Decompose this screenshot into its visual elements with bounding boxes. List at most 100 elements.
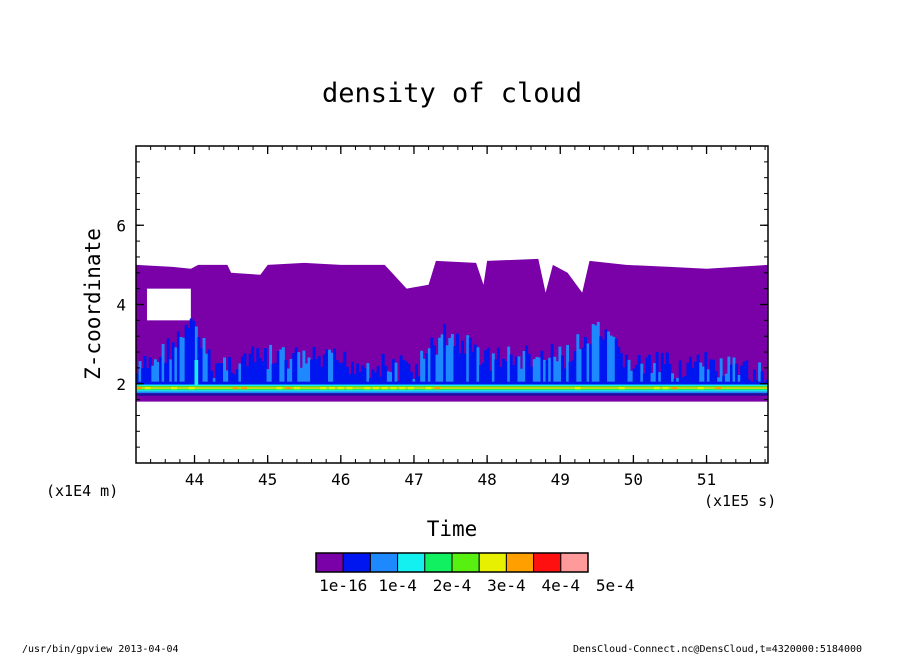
density-column <box>258 357 262 382</box>
density-column <box>642 373 646 382</box>
density-column <box>473 344 477 382</box>
density-hotspot <box>276 386 283 390</box>
colorbar-frame <box>315 552 589 573</box>
density-column <box>200 348 203 382</box>
density-column <box>394 362 398 382</box>
density-column <box>589 344 593 382</box>
density-column <box>463 353 467 382</box>
density-column <box>517 356 521 382</box>
density-column <box>520 368 523 382</box>
density-column <box>673 378 677 382</box>
density-column <box>294 347 298 382</box>
density-column <box>422 358 426 382</box>
density-hotspot <box>320 386 327 390</box>
density-hotspot <box>364 386 371 390</box>
density-column <box>287 368 290 382</box>
density-column <box>164 363 168 382</box>
density-column <box>456 333 459 382</box>
density-column <box>650 373 654 382</box>
density-hotspot <box>715 386 722 390</box>
density-column <box>612 336 616 382</box>
density-column <box>440 334 444 382</box>
density-column <box>630 370 634 382</box>
density-column <box>640 363 644 382</box>
density-column <box>609 335 613 382</box>
density-column <box>765 379 768 382</box>
density-column <box>220 363 224 382</box>
density-hotspot <box>434 386 441 390</box>
density-column <box>714 371 718 382</box>
density-column <box>374 372 378 382</box>
density-hotspot <box>697 386 704 390</box>
density-column <box>555 361 559 382</box>
x-tick-label: 44 <box>185 470 204 489</box>
density-column <box>484 350 488 382</box>
density-column <box>169 359 173 382</box>
density-column <box>210 370 214 382</box>
density-column <box>543 359 546 382</box>
density-column <box>550 344 554 382</box>
density-column <box>668 363 672 382</box>
density-column <box>481 363 485 382</box>
density-column <box>545 360 549 382</box>
density-column <box>381 353 385 382</box>
plot-area <box>136 258 768 402</box>
density-column <box>491 353 495 382</box>
density-column <box>489 370 493 382</box>
density-column <box>566 344 570 382</box>
density-column <box>264 348 267 382</box>
density-column <box>548 357 552 382</box>
density-column <box>614 338 618 382</box>
density-column <box>338 362 342 382</box>
colorbar-cell <box>424 552 453 573</box>
density-hotspot <box>294 386 300 390</box>
density-column <box>138 361 142 382</box>
density-column <box>266 369 270 382</box>
density-column <box>619 353 623 382</box>
density-column <box>438 337 442 382</box>
density-column <box>617 346 621 382</box>
density-column <box>599 336 603 382</box>
colorbar-cell <box>342 552 371 573</box>
y-tick-label: 2 <box>116 375 126 394</box>
density-column <box>722 375 726 382</box>
density-column <box>535 356 539 382</box>
density-column <box>343 351 347 382</box>
density-column <box>325 349 329 382</box>
density-column <box>356 363 360 382</box>
density-column <box>409 372 413 382</box>
density-column <box>742 361 746 382</box>
density-column <box>179 336 183 382</box>
density-column <box>202 337 206 382</box>
density-column <box>386 371 390 382</box>
density-column <box>676 377 680 382</box>
density-column <box>604 329 608 382</box>
density-column <box>261 361 265 382</box>
density-band <box>136 387 768 389</box>
density-column <box>586 343 590 382</box>
density-column <box>363 368 367 382</box>
density-column <box>740 365 744 382</box>
density-band <box>136 390 768 392</box>
density-column <box>233 374 237 382</box>
density-column <box>297 352 301 382</box>
density-hotspot <box>136 386 142 390</box>
density-column <box>502 358 506 382</box>
colorbar-level-label: 4e-4 <box>542 576 581 595</box>
density-column <box>225 370 229 382</box>
density-column <box>151 365 155 382</box>
density-column <box>425 353 429 382</box>
density-column <box>299 367 303 382</box>
density-column <box>576 334 580 382</box>
density-column <box>732 357 736 382</box>
density-hotspot <box>171 386 177 390</box>
density-column <box>712 359 715 382</box>
density-column <box>745 360 749 382</box>
density-column <box>563 368 567 382</box>
density-column <box>658 372 662 382</box>
density-column <box>760 371 764 382</box>
density-column <box>358 371 362 382</box>
density-column <box>729 364 733 382</box>
density-column <box>443 323 447 382</box>
density-column <box>194 326 198 382</box>
